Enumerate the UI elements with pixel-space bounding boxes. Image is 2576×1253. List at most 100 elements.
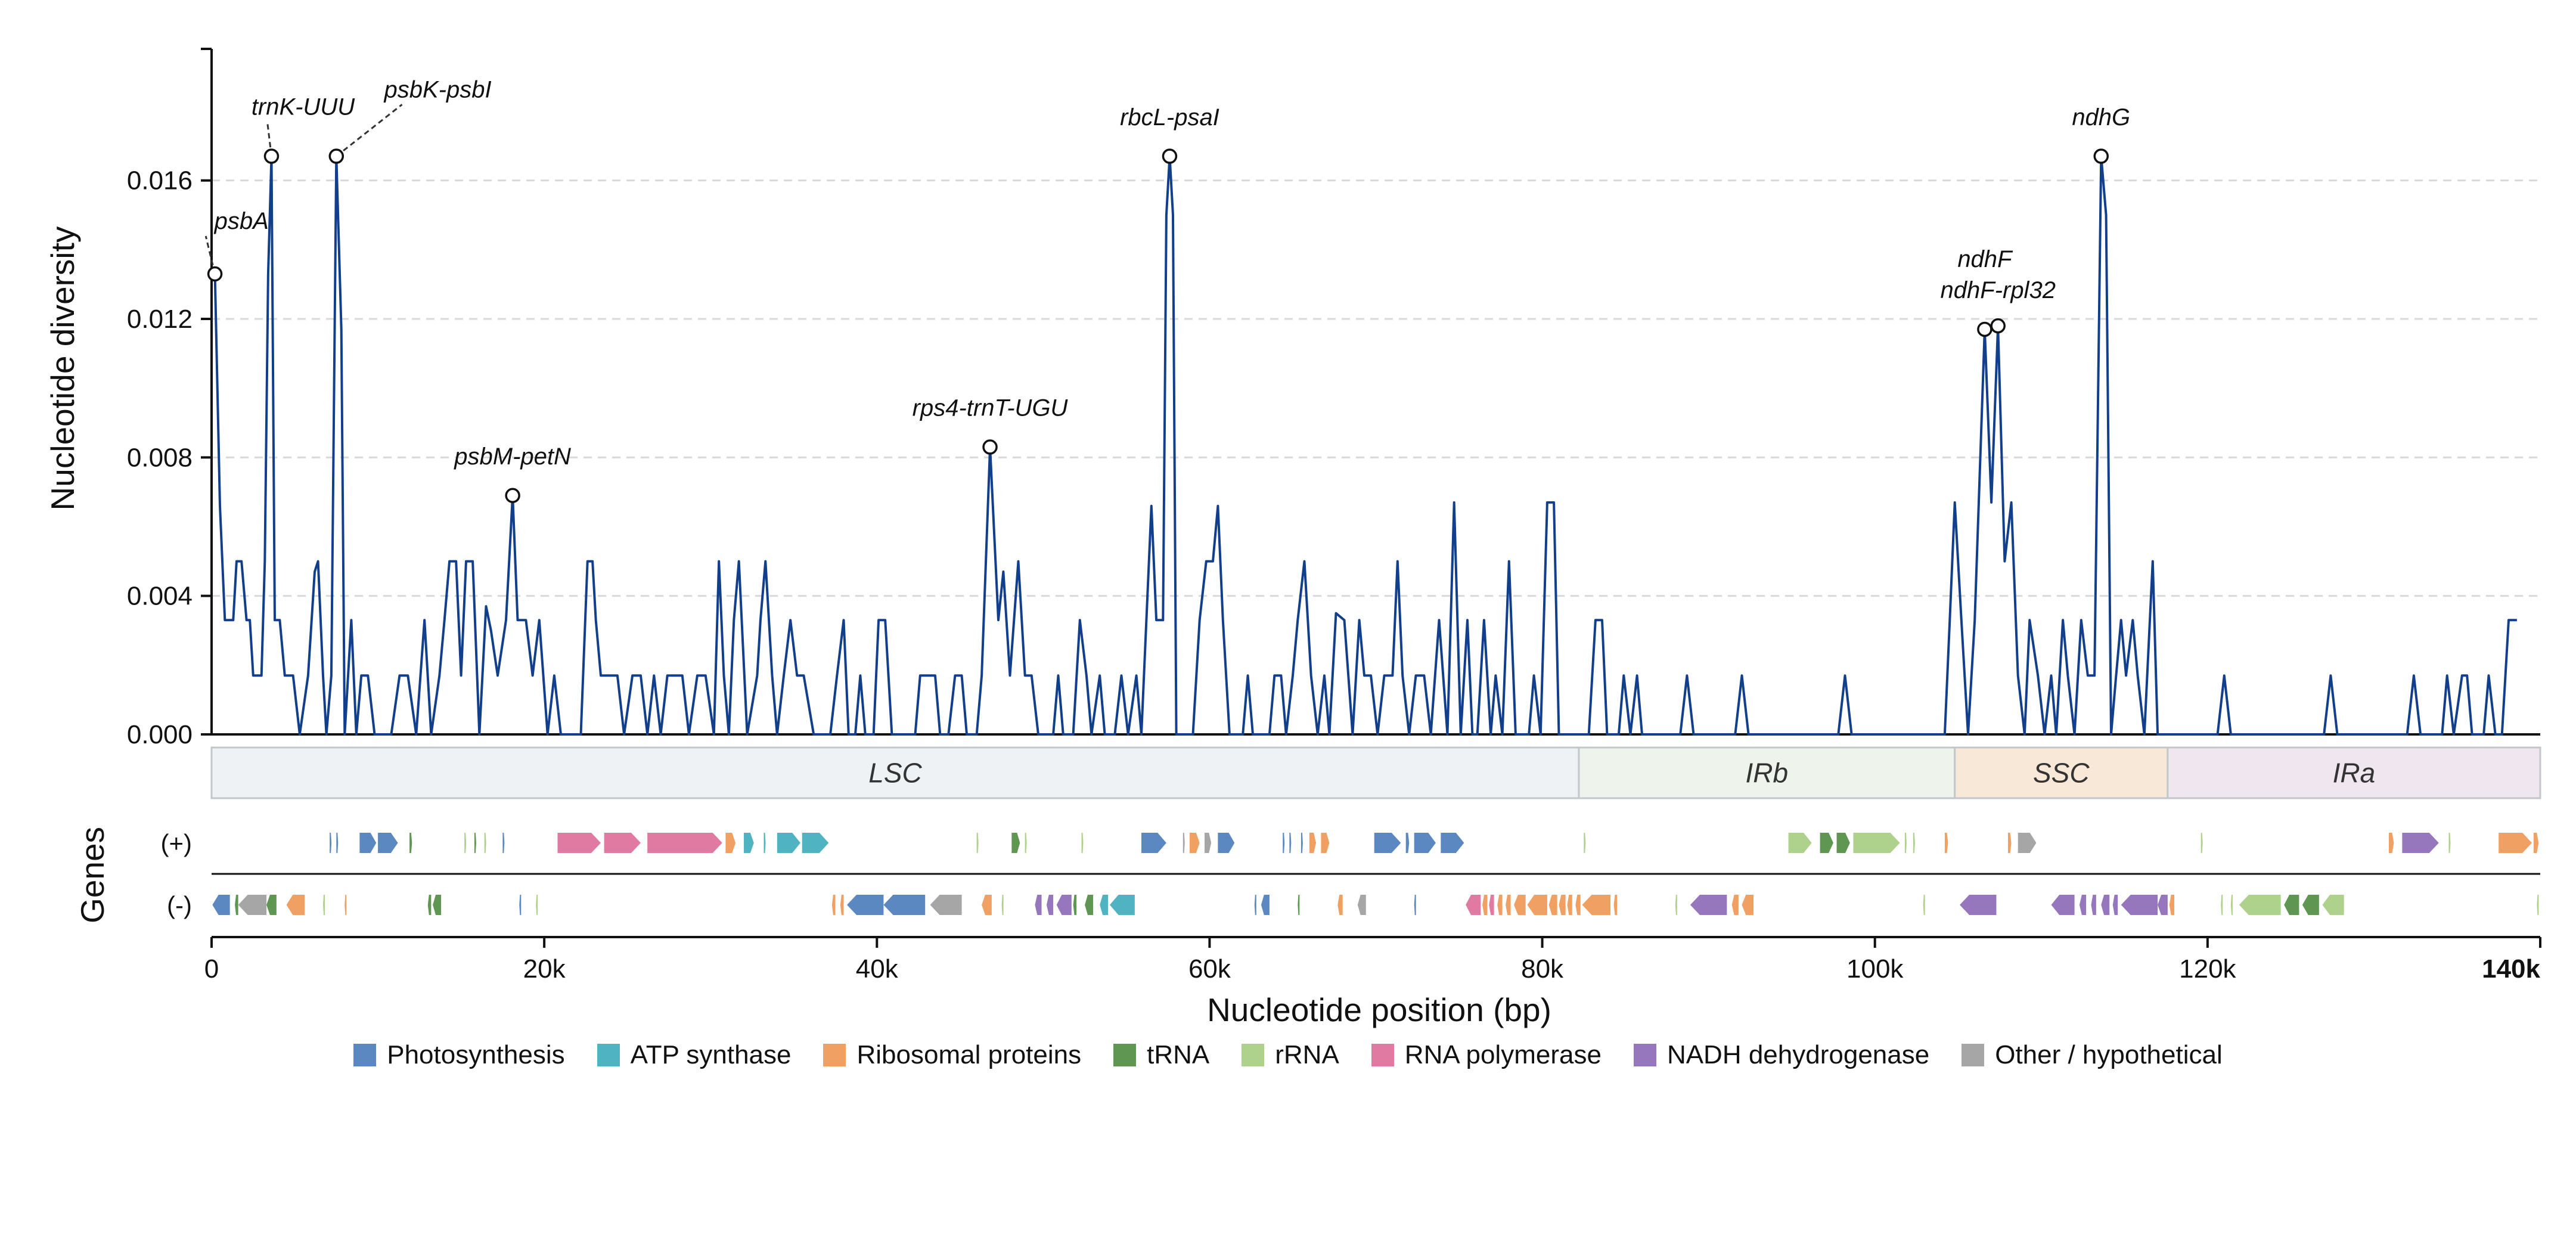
region-label: LSC (868, 758, 922, 789)
gene-arrow (427, 895, 432, 915)
peak-marker (1990, 318, 2006, 334)
diversity-line (213, 155, 2517, 736)
gene-arrow (474, 833, 476, 853)
gene-arrow (1904, 833, 1907, 853)
peak-label: psbA (214, 208, 269, 234)
legend-swatch (1242, 1044, 1265, 1066)
gene-arrow (1527, 895, 1547, 915)
gene-arrow (1441, 833, 1464, 853)
legend-label: ATP synthase (630, 1040, 792, 1069)
minus-strand-label: (-) (167, 891, 192, 919)
y-tick-label: 0.004 (127, 582, 193, 611)
y-tick-label: 0.000 (127, 720, 193, 749)
gene-arrow (484, 833, 486, 853)
gene-arrow (2402, 833, 2439, 853)
gene-arrow (1584, 833, 1586, 853)
legend-label: Photosynthesis (387, 1040, 565, 1069)
gene-arrow (1081, 833, 1084, 853)
region-label: IRb (1746, 758, 1789, 789)
gene-arrow (2533, 833, 2539, 853)
legend-swatch (597, 1044, 620, 1066)
gene-arrow (2018, 833, 2037, 853)
gene-arrow (1035, 895, 1042, 915)
gene-arrow (1497, 895, 1503, 915)
gene-arrow (557, 833, 601, 853)
gene-arrow (1575, 895, 1581, 915)
peak-marker (1162, 148, 1178, 164)
gene-arrow (1820, 833, 1833, 853)
legend-label: tRNA (1147, 1040, 1210, 1069)
gene-arrow (2079, 895, 2087, 915)
gene-arrow (1309, 833, 1317, 853)
gene-arrow (1357, 895, 1366, 915)
region-band (210, 746, 1580, 799)
gene-arrow (647, 833, 722, 853)
x-tick-label: 0 (204, 954, 219, 984)
gene-arrow (744, 833, 754, 853)
gene-arrow (1298, 895, 1300, 915)
gene-arrow (1742, 895, 1753, 915)
gene-arrow (1944, 833, 1948, 853)
legend-item: RNA polymerase (1371, 1040, 1602, 1070)
region-label: SSC (2033, 758, 2090, 789)
nucleotide-diversity-chart: 0.000 0.004 0.008 0.012 0.016 0 20k 40k 60k 80k 10… (44, 48, 2541, 1028)
gene-arrow (1960, 895, 1997, 915)
gene-arrow (502, 833, 505, 853)
gene-arrow (1205, 833, 1212, 853)
legend-swatch (823, 1044, 846, 1066)
gene-arrow (802, 833, 829, 853)
gene-arrow (536, 895, 538, 915)
gene-tracks: (+) (-) (161, 829, 2540, 919)
gene-arrow (1046, 895, 1054, 915)
x-tick-label: 20k (523, 954, 566, 984)
peak-label: ndhF (1957, 246, 2013, 272)
gene-arrow (1337, 895, 1343, 915)
genome-regions: LSC IRb SSC IRa (210, 746, 2541, 799)
x-tick-label: 60k (1188, 954, 1231, 984)
peak-marker (2093, 148, 2109, 164)
gene-arrow (1567, 895, 1572, 915)
gene-arrow (409, 833, 412, 853)
gene-arrow (1548, 895, 1557, 915)
peak-label: ndhG (2072, 104, 2130, 131)
gene-arrow (1731, 895, 1739, 915)
gene-arrow (1466, 895, 1481, 915)
gene-arrow (1482, 895, 1488, 915)
region-label: IRa (2333, 758, 2376, 789)
gene-arrow (359, 833, 377, 853)
gene-arrow (1414, 895, 1416, 915)
peak-annotations: psbA trnK-UUU psbK-psbI psbM-petN rps4-trnT-… (204, 76, 2130, 503)
gene-arrow (238, 895, 267, 915)
legend: Photosynthesis ATP synthase Ribosomal prot… (0, 1040, 2576, 1070)
gene-arrow (433, 895, 442, 915)
x-tick-label: 40k (856, 954, 899, 984)
region-band (2167, 746, 2541, 799)
gene-arrow (1025, 833, 1027, 853)
legend-item: tRNA (1113, 1040, 1209, 1070)
gene-arrow (1690, 895, 1727, 915)
gene-arrow (1675, 895, 1677, 915)
peak-marker (982, 439, 998, 455)
gene-arrow (212, 895, 230, 915)
gene-arrow (2091, 895, 2096, 915)
y-axis-label: Nucleotide diversity (44, 226, 81, 510)
gene-arrow (1405, 833, 1410, 853)
legend-label: rRNA (1275, 1040, 1339, 1069)
legend-swatch (353, 1044, 377, 1066)
gene-arrow (330, 833, 332, 853)
gene-arrow (982, 895, 992, 915)
gene-arrow (2284, 895, 2299, 915)
gene-arrow (1559, 895, 1566, 915)
gene-arrow (1853, 833, 1900, 853)
peak-marker (328, 148, 344, 164)
gene-arrow (378, 833, 398, 853)
gene-arrow (1001, 895, 1004, 915)
gene-arrow (1289, 833, 1292, 853)
gene-arrow (2221, 895, 2223, 915)
x-tick-label: 140k (2482, 954, 2540, 984)
peak-label: psbK-psbI (383, 76, 491, 103)
gene-arrow (1073, 895, 1077, 915)
legend-label: Ribosomal proteins (856, 1040, 1082, 1069)
gene-arrow (1613, 895, 1618, 915)
legend-item: Other / hypothetical (1962, 1040, 2223, 1070)
